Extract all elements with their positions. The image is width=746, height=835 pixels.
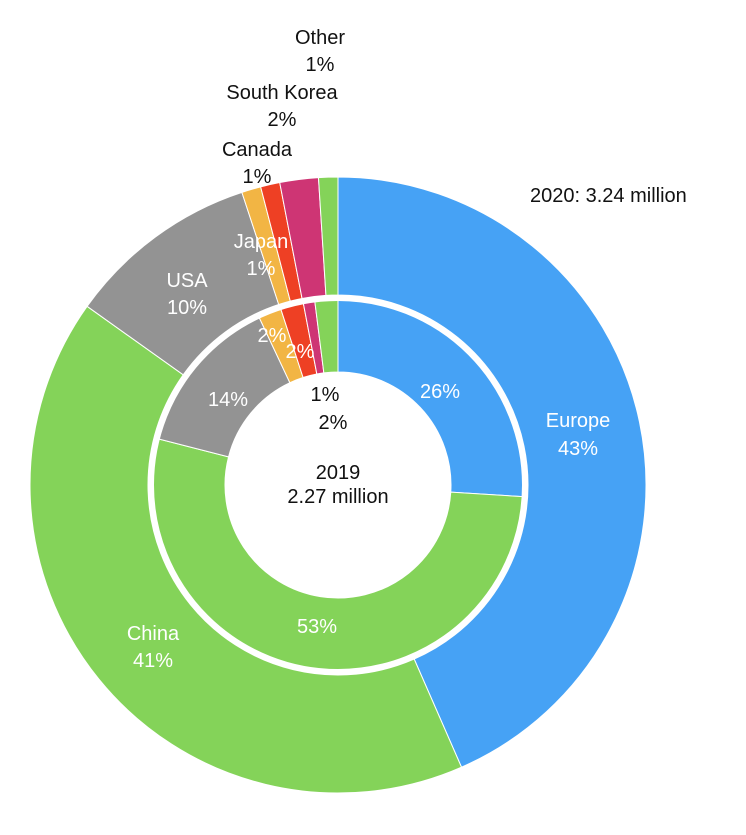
center-total: 2.27 million bbox=[287, 486, 388, 508]
outer-label-usa-value: 10% bbox=[167, 297, 207, 319]
center-hole bbox=[225, 372, 451, 598]
outer-label-southkorea-value: 2% bbox=[268, 109, 297, 131]
outer-label-japan-name: Japan bbox=[234, 231, 289, 253]
outer-label-southkorea-name: South Korea bbox=[226, 82, 338, 104]
inner-label-china-value: 53% bbox=[297, 616, 337, 638]
inner-label-southkorea-value: 1% bbox=[311, 384, 340, 406]
outer-ring-2020 bbox=[29, 176, 647, 794]
center-year: 2019 bbox=[316, 462, 361, 484]
outer-label-canada-value: 1% bbox=[243, 166, 272, 188]
outer-label-canada-name: Canada bbox=[222, 139, 293, 161]
inner-label-canada-value: 2% bbox=[286, 341, 315, 363]
outer-label-europe-name: Europe bbox=[546, 410, 611, 432]
outer-label-europe-value: 43% bbox=[558, 438, 598, 460]
outer-label-other-value: 1% bbox=[306, 54, 335, 76]
outer-label-china-name: China bbox=[127, 623, 180, 645]
outer-series-label: 2020: 3.24 million bbox=[530, 185, 687, 207]
outer-label-japan-value: 1% bbox=[247, 258, 276, 280]
inner-label-usa-value: 14% bbox=[208, 389, 248, 411]
inner-label-other-value: 2% bbox=[319, 412, 348, 434]
ring-separator bbox=[148, 295, 528, 675]
outer-label-other-name: Other bbox=[295, 27, 345, 49]
outer-label-china-value: 41% bbox=[133, 650, 173, 672]
inner-label-japan-value: 2% bbox=[258, 325, 287, 347]
outer-label-usa-name: USA bbox=[166, 270, 208, 292]
inner-label-europe-value: 26% bbox=[420, 381, 460, 403]
